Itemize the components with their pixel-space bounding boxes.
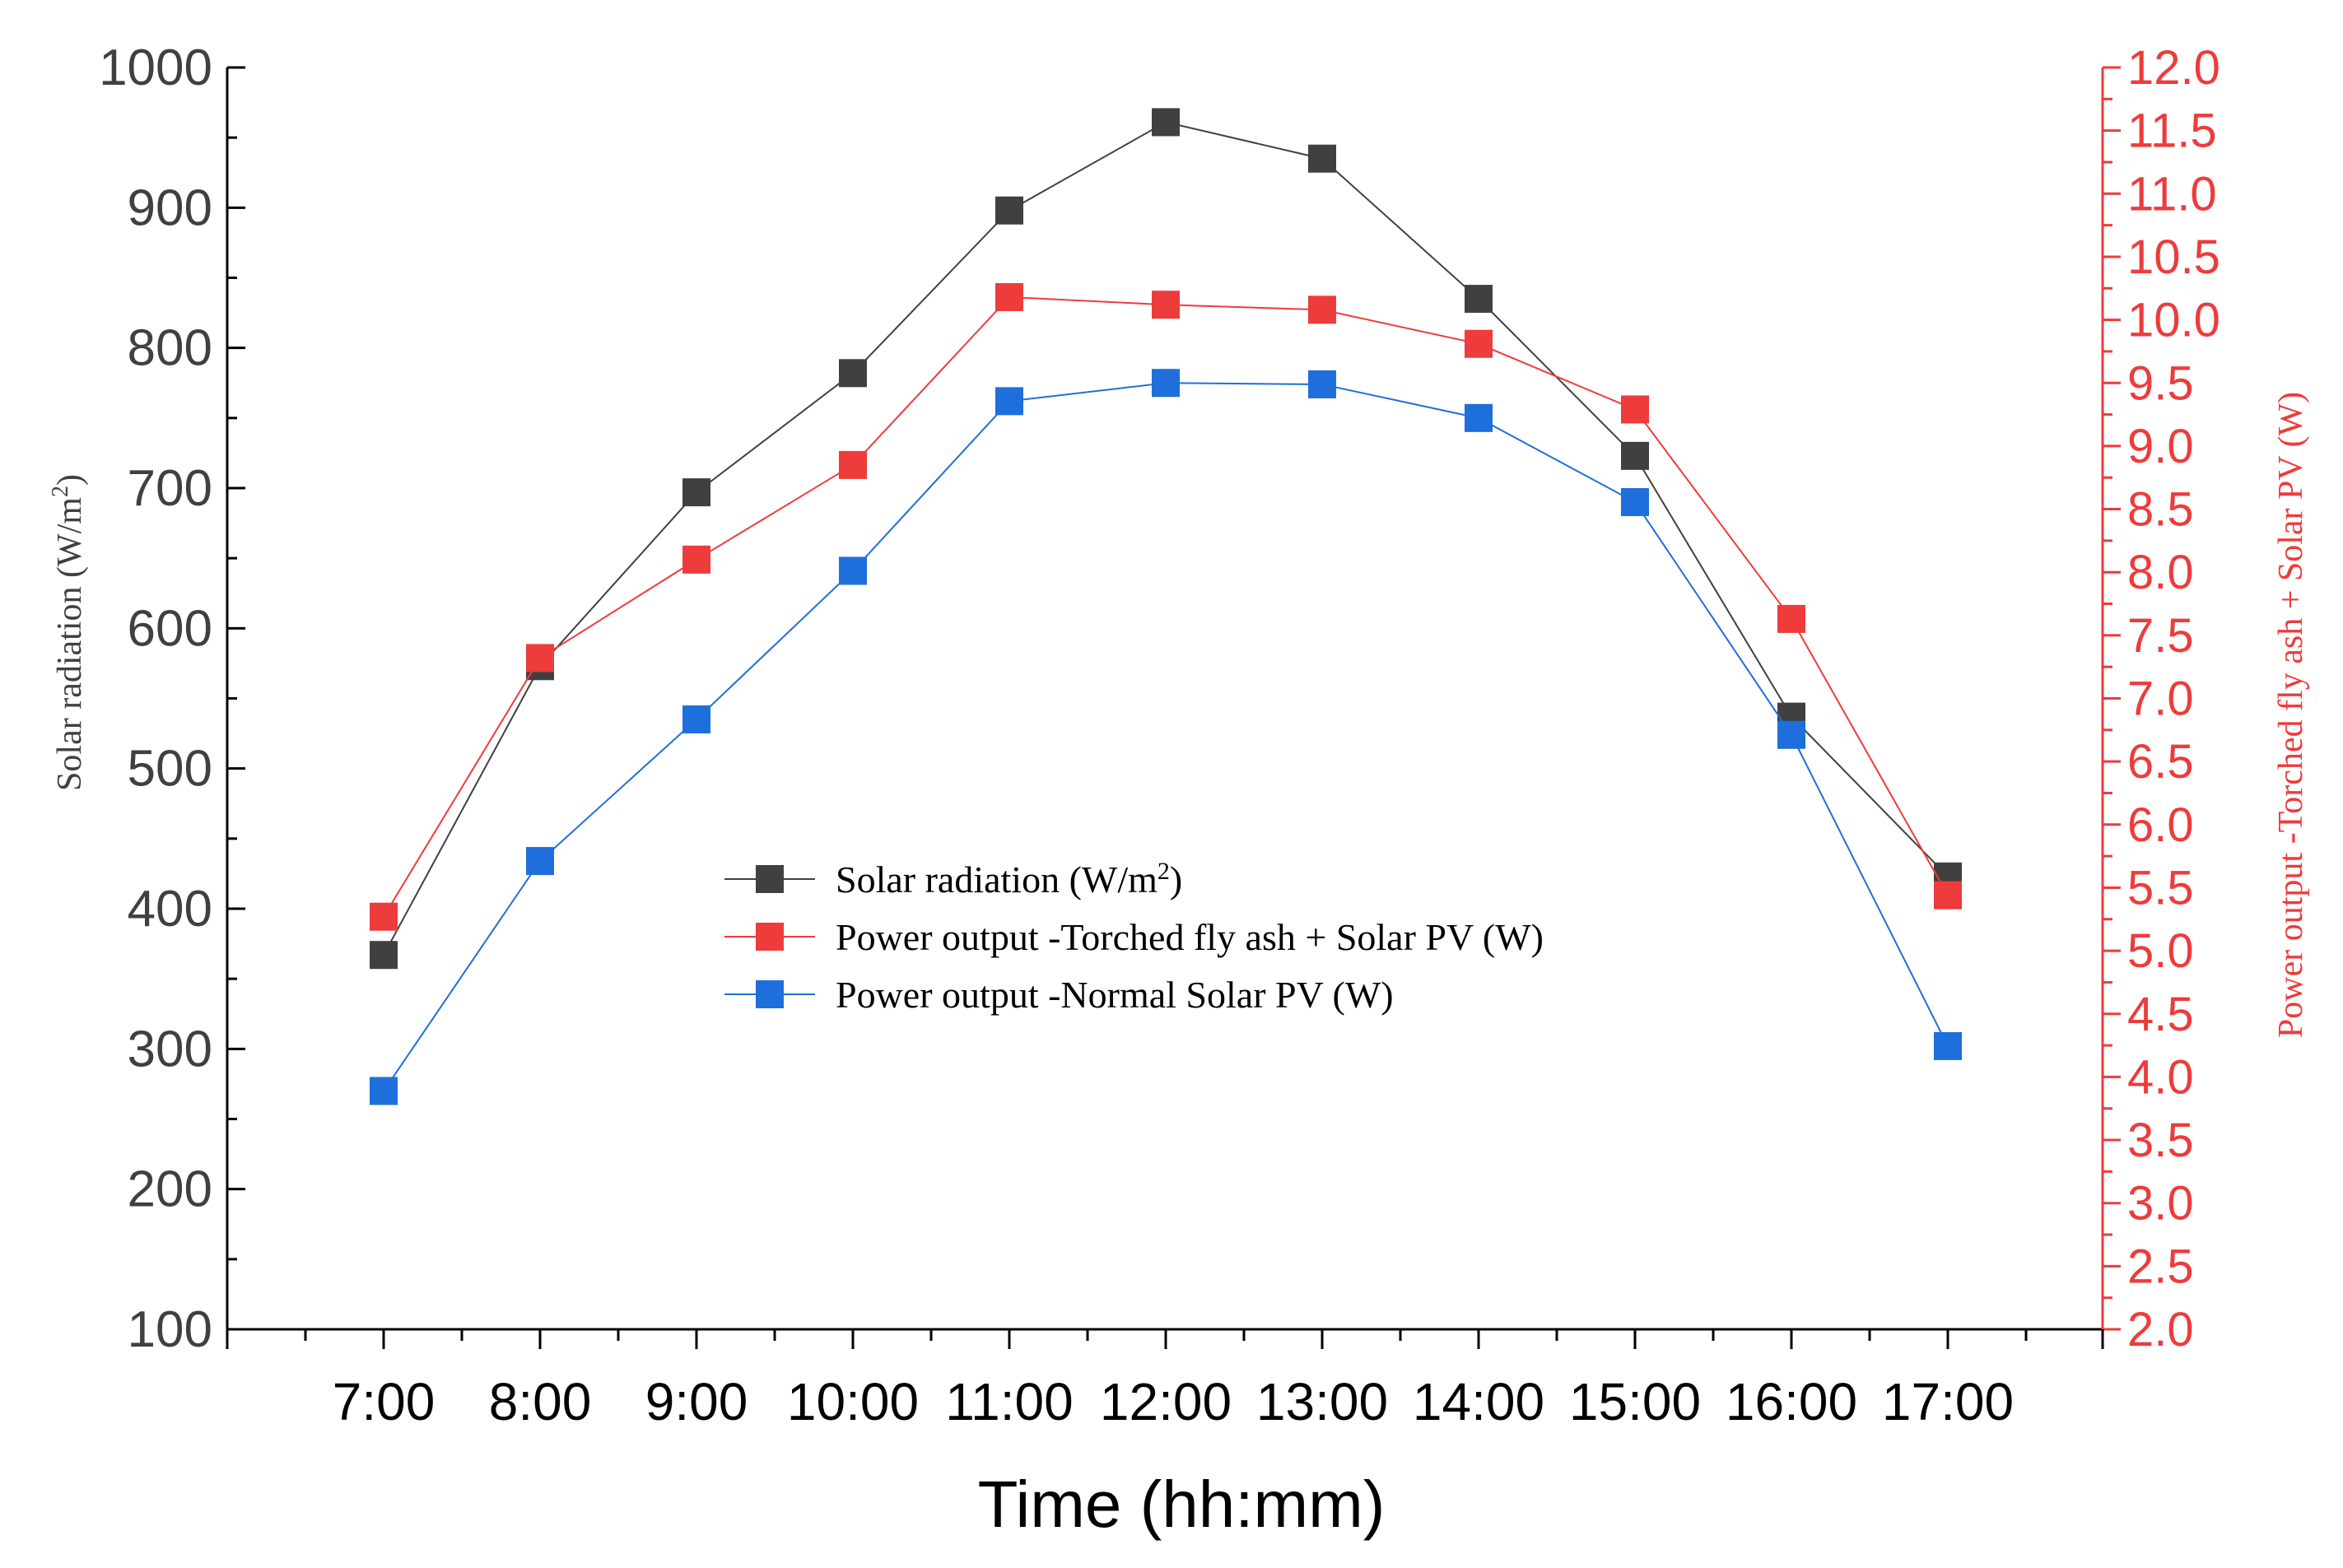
x-tick-label: 8:00	[489, 1372, 592, 1431]
y-tick-label-right: 3.5	[2127, 1114, 2194, 1167]
data-point-1	[995, 283, 1023, 312]
series-line-0	[383, 121, 1949, 956]
y-tick-label-right: 6.5	[2127, 735, 2194, 789]
y-tick-label-left: 300	[128, 1021, 212, 1077]
y-tick-label-right: 7.5	[2127, 609, 2194, 663]
y-tick-label-right: 12.0	[2127, 41, 2220, 95]
x-tick-label: 14:00	[1413, 1372, 1544, 1431]
y-tick-label-right: 9.0	[2127, 420, 2194, 473]
legend-label-0: Solar radiation (W/m2)	[836, 858, 1182, 900]
y-tick-label-right: 8.0	[2127, 546, 2194, 599]
data-point-0	[682, 478, 710, 507]
y-tick-label-left: 700	[128, 460, 212, 517]
y-tick-label-left: 500	[128, 741, 212, 798]
data-point-0	[1465, 285, 1493, 314]
legend-label-sup: 2	[1158, 858, 1170, 885]
data-point-1	[370, 902, 398, 931]
legend-marker-0	[756, 865, 784, 893]
legend-marker-1	[756, 923, 784, 951]
y-axis-left-title-close: )	[51, 474, 89, 486]
y-tick-label-left: 400	[128, 881, 212, 938]
y-tick-label-left: 1000	[99, 40, 212, 96]
data-point-1	[839, 450, 867, 479]
y-tick-label-left: 800	[128, 320, 212, 377]
y-tick-label-right: 8.5	[2127, 483, 2194, 537]
legend-label-text: Power output -Torched fly ash + Solar PV…	[836, 916, 1544, 958]
y-axis-right-title: Power output -Torched fly ash + Solar PV…	[2272, 392, 2310, 1038]
data-point-1	[1465, 329, 1493, 358]
y-tick-label-right: 5.5	[2127, 861, 2194, 914]
series-layer	[370, 108, 1962, 1105]
y-tick-label-right: 4.5	[2127, 988, 2194, 1041]
data-point-1	[1934, 881, 1962, 910]
y-tick-label-left: 600	[128, 600, 212, 657]
data-point-2	[839, 556, 867, 585]
data-point-0	[1621, 441, 1649, 470]
legend-label-2: Power output -Normal Solar PV (W)	[836, 974, 1394, 1016]
legend: Solar radiation (W/m2) Power output -Torc…	[724, 858, 1544, 1016]
legend-label-1: Power output -Torched fly ash + Solar PV…	[836, 916, 1544, 958]
data-point-2	[1308, 370, 1336, 398]
x-tick-label: 17:00	[1882, 1372, 2014, 1431]
y-tick-label-right: 5.0	[2127, 924, 2194, 978]
data-point-2	[1152, 369, 1180, 398]
y-tick-label-right: 6.0	[2127, 798, 2194, 852]
data-point-2	[995, 387, 1023, 416]
data-point-2	[526, 847, 554, 876]
y-tick-label-right: 11.5	[2127, 105, 2217, 158]
data-point-2	[1934, 1031, 1962, 1060]
y-tick-label-right: 4.0	[2127, 1050, 2194, 1104]
data-point-1	[1308, 295, 1336, 324]
data-point-2	[1621, 488, 1649, 517]
legend-label-text: Solar radiation (W/m	[836, 858, 1158, 900]
y-tick-label-right: 2.0	[2127, 1303, 2194, 1356]
data-point-2	[1465, 403, 1493, 432]
data-point-1	[1777, 604, 1805, 633]
x-tick-label: 7:00	[333, 1372, 436, 1431]
y-axis-left-title: Solar radiation (W/m2)	[48, 474, 89, 791]
x-tick-label: 16:00	[1726, 1372, 1857, 1431]
y-tick-label-left: 200	[128, 1161, 212, 1218]
legend-marker-2	[756, 980, 784, 1008]
data-point-2	[1777, 720, 1805, 749]
y-tick-label-right: 9.5	[2127, 356, 2194, 410]
y-tick-label-right: 7.0	[2127, 672, 2194, 726]
y-axis-left-title-main: Solar radiation (W/m	[51, 497, 89, 791]
data-point-0	[839, 359, 867, 388]
x-tick-label: 15:00	[1569, 1372, 1701, 1431]
y-tick-label-right: 11.0	[2127, 167, 2217, 221]
y-tick-label-left: 900	[128, 179, 212, 236]
data-point-0	[1308, 144, 1336, 173]
data-point-1	[682, 545, 710, 574]
data-point-1	[526, 644, 554, 672]
y-tick-label-left: 100	[128, 1301, 212, 1358]
x-tick-label: 12:00	[1100, 1372, 1232, 1431]
data-point-2	[370, 1077, 398, 1105]
y-tick-label-right: 2.5	[2127, 1240, 2194, 1293]
y-tick-label-right: 10.5	[2127, 230, 2220, 284]
data-point-2	[682, 705, 710, 734]
x-tick-label: 10:00	[787, 1372, 919, 1431]
axes: 100 200 300 400 500 600 700 800 900 1000 2.0 2.5 3.0…	[48, 40, 2310, 1541]
x-tick-label: 13:00	[1256, 1372, 1388, 1431]
data-point-1	[1152, 291, 1180, 319]
data-point-1	[1621, 395, 1649, 424]
data-point-0	[1152, 108, 1180, 137]
data-point-0	[370, 941, 398, 970]
data-point-0	[995, 196, 1023, 225]
x-axis-title: Time (hh:mm)	[978, 1468, 1386, 1541]
y-axis-left-title-sup: 2	[48, 486, 73, 497]
legend-label-close: )	[1170, 858, 1182, 900]
y-tick-label-right: 3.0	[2127, 1177, 2194, 1231]
legend-label-text: Power output -Normal Solar PV (W)	[836, 974, 1394, 1016]
y-tick-label-right: 10.0	[2127, 294, 2220, 347]
x-tick-label: 9:00	[645, 1372, 748, 1431]
x-tick-label: 11:00	[945, 1372, 1073, 1431]
